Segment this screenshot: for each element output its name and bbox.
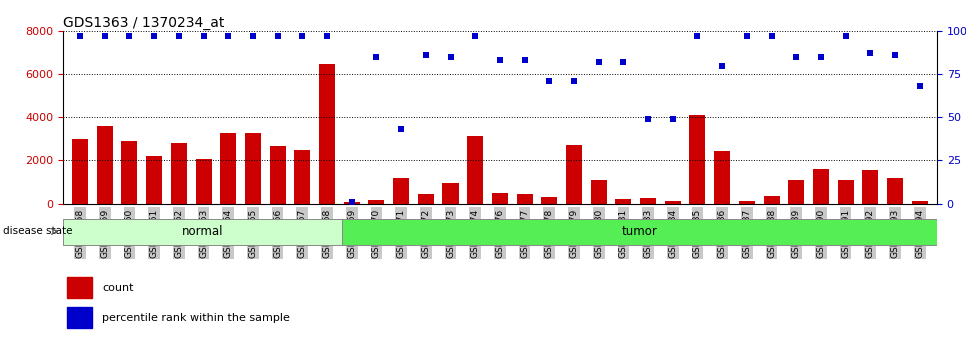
Bar [442, 183, 459, 204]
Bar [468, 136, 483, 204]
Point [418, 52, 434, 58]
Point [640, 116, 656, 122]
Point [97, 33, 112, 39]
Point [542, 78, 557, 84]
Bar [68, 307, 92, 328]
Point [517, 58, 532, 63]
Bar [171, 143, 186, 204]
Point [295, 33, 310, 39]
Point [813, 54, 829, 60]
Bar [344, 202, 359, 204]
Bar [417, 194, 434, 204]
Point [72, 33, 88, 39]
Text: percentile rank within the sample: percentile rank within the sample [102, 313, 290, 323]
Bar [887, 178, 903, 204]
Text: tumor: tumor [621, 225, 658, 238]
Point [615, 59, 631, 65]
Bar [319, 65, 335, 204]
Bar [72, 139, 88, 204]
Text: GDS1363 / 1370234_at: GDS1363 / 1370234_at [63, 16, 224, 30]
Bar [541, 197, 557, 204]
FancyBboxPatch shape [342, 219, 937, 245]
Point [245, 33, 261, 39]
Point [838, 33, 853, 39]
Bar [838, 180, 854, 204]
Bar [863, 170, 878, 204]
Point [888, 52, 903, 58]
Point [863, 51, 878, 56]
Point [665, 116, 680, 122]
Bar [640, 198, 656, 204]
Bar [195, 159, 212, 204]
Bar [122, 141, 137, 204]
Bar [492, 193, 508, 204]
Point [196, 33, 212, 39]
Point [442, 54, 458, 60]
Point [344, 199, 359, 205]
Bar [788, 180, 805, 204]
Point [912, 83, 927, 89]
Bar [97, 126, 113, 204]
Point [147, 33, 162, 39]
Point [320, 33, 335, 39]
Bar [368, 200, 384, 204]
Point [715, 63, 730, 68]
Point [270, 33, 285, 39]
Bar [295, 150, 310, 204]
Bar [590, 180, 607, 204]
Text: count: count [102, 283, 133, 293]
Point [566, 78, 582, 84]
Point [468, 33, 483, 39]
Point [690, 33, 705, 39]
Point [369, 54, 384, 60]
Bar [690, 115, 705, 204]
Bar [220, 134, 237, 204]
Bar [739, 201, 754, 204]
Bar [270, 146, 286, 204]
Point [591, 59, 607, 65]
Point [739, 33, 754, 39]
Point [393, 127, 409, 132]
Bar [615, 199, 632, 204]
Point [493, 58, 508, 63]
Bar [714, 151, 730, 204]
Bar [763, 196, 780, 204]
Point [788, 54, 804, 60]
Text: disease state: disease state [3, 226, 72, 236]
Bar [68, 277, 92, 298]
Bar [665, 201, 681, 204]
Point [764, 33, 780, 39]
Point [122, 33, 137, 39]
Bar [566, 145, 582, 204]
Bar [245, 134, 261, 204]
Point [171, 33, 186, 39]
Bar [813, 169, 829, 204]
Point [220, 33, 236, 39]
Bar [517, 194, 532, 204]
Bar [393, 178, 410, 204]
Bar [912, 201, 927, 204]
Text: normal: normal [182, 225, 223, 238]
Bar [146, 156, 162, 204]
FancyBboxPatch shape [63, 219, 342, 245]
